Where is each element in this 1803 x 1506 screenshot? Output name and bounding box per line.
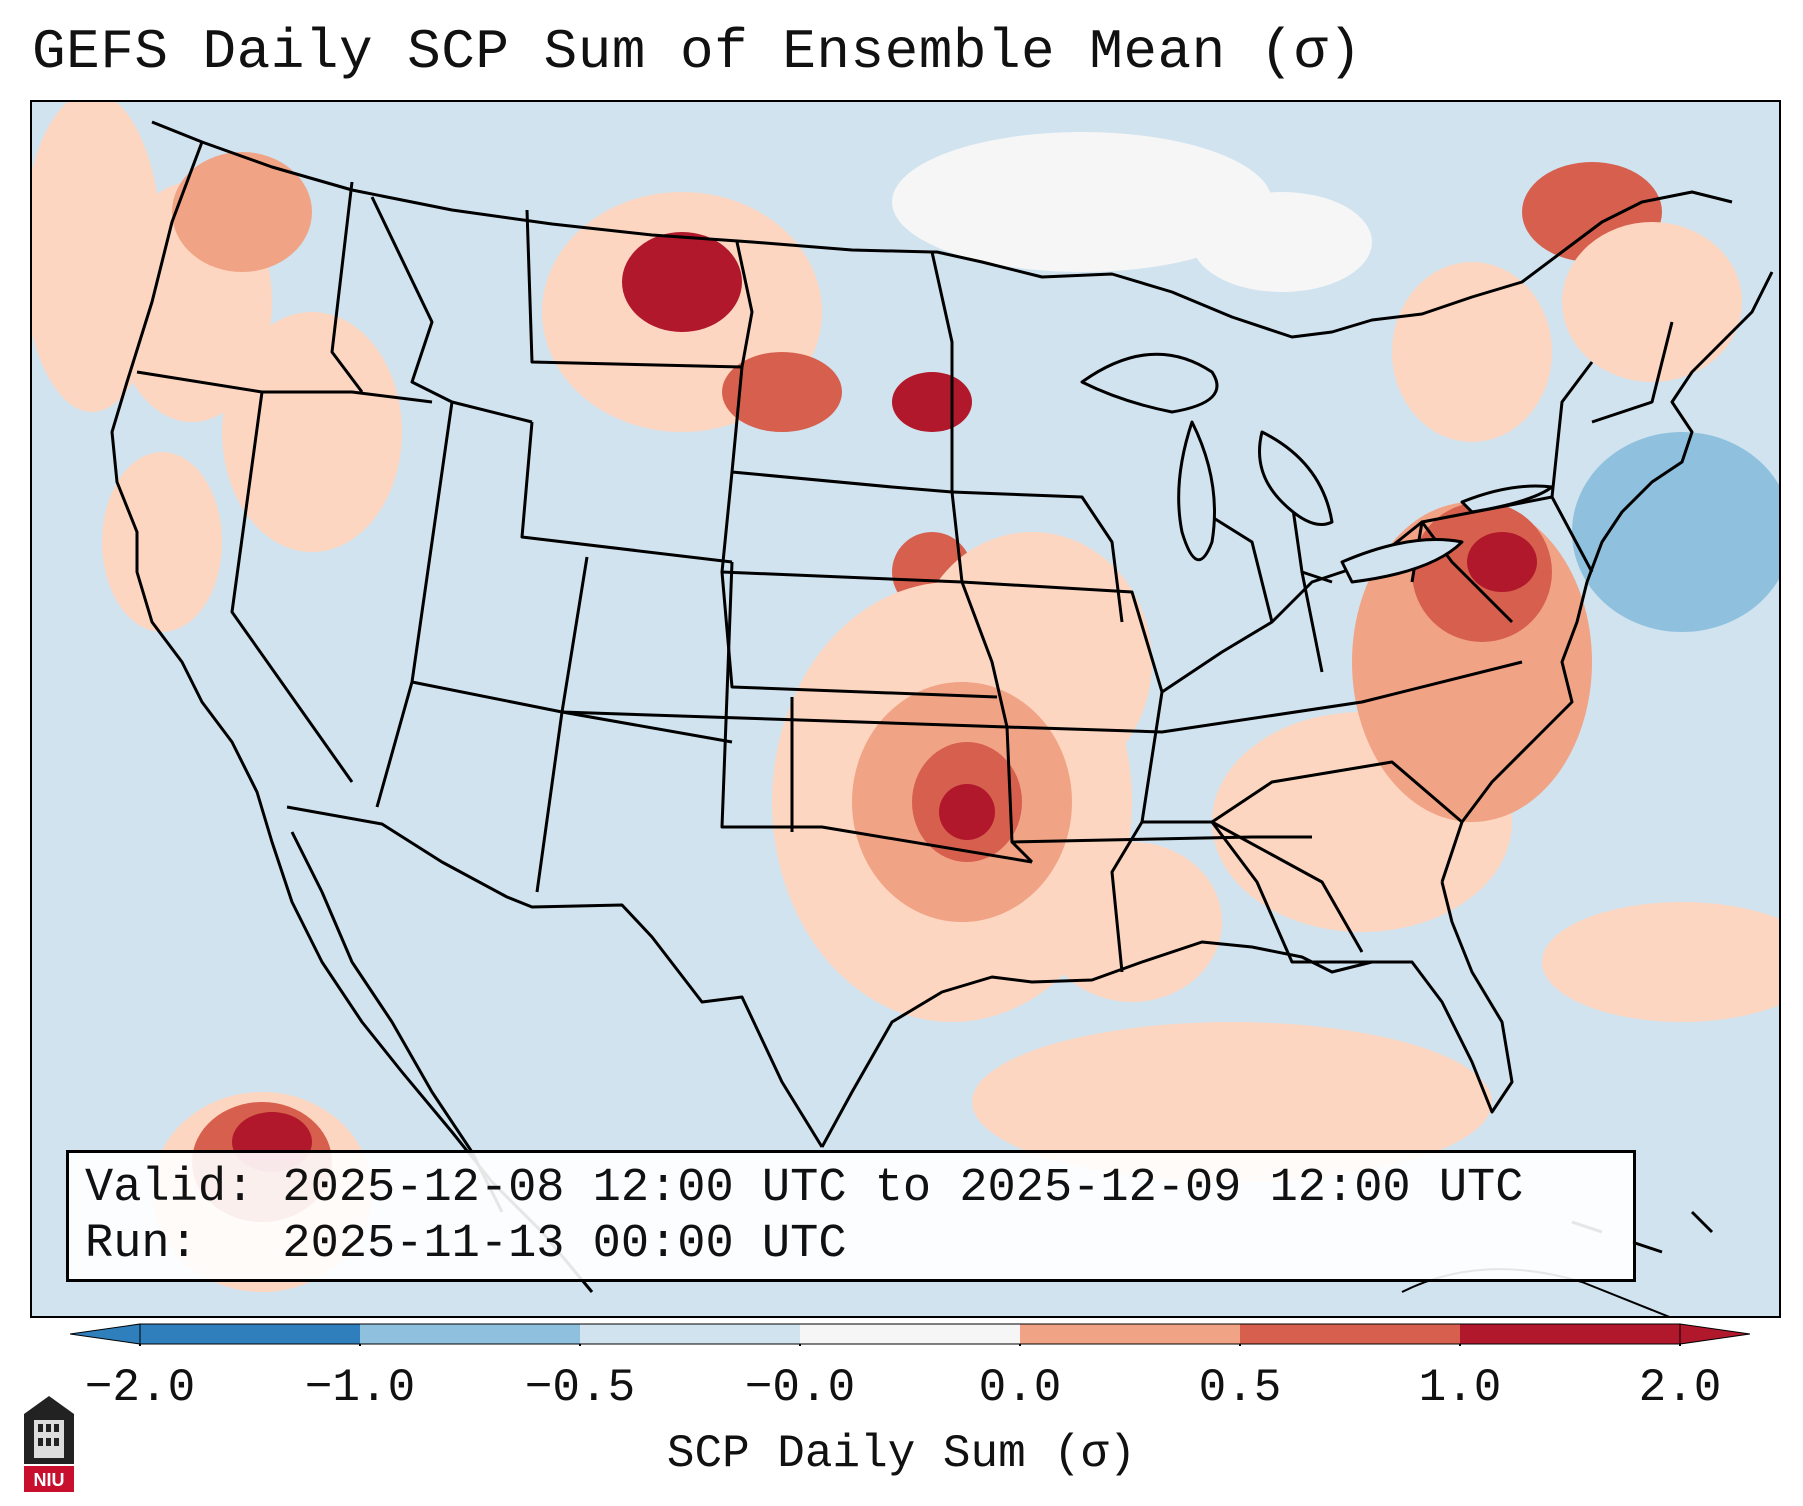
valid-time-text: Valid: 2025-12-08 12:00 UTC to 2025-12-0… xyxy=(85,1162,1524,1215)
colorbar-tick-label: −1.0 xyxy=(304,1362,416,1414)
field-anomaly-region xyxy=(972,1022,1492,1182)
colorbar-tick-label: −0.0 xyxy=(744,1362,856,1414)
colorbar-segment xyxy=(1240,1324,1460,1344)
field-anomaly-region xyxy=(172,152,312,272)
map-panel xyxy=(30,100,1781,1318)
colorbar-tick-label: 2.0 xyxy=(1638,1362,1722,1414)
gulf-coast xyxy=(820,881,1514,1148)
colorbar-segment xyxy=(1460,1324,1680,1344)
colorbar-segment xyxy=(360,1324,580,1344)
colorbar-extend-high xyxy=(1679,1323,1750,1345)
field-anomaly-region xyxy=(1042,842,1222,1002)
field-anomaly-region xyxy=(1392,262,1552,442)
canada-border xyxy=(151,120,1733,339)
valid-run-info-box: Valid: 2025-12-08 12:00 UTC to 2025-12-0… xyxy=(66,1150,1636,1282)
atlantic-coast xyxy=(1440,271,1774,883)
field-anomaly-region xyxy=(222,312,402,552)
field-anomaly-region xyxy=(622,232,742,332)
colorbar-segment xyxy=(580,1324,800,1344)
colorbar-tick-label: 0.0 xyxy=(978,1362,1062,1414)
field-anomaly-region xyxy=(1572,432,1779,632)
run-time-text: Run: 2025-11-13 00:00 UTC xyxy=(85,1218,847,1271)
colorbar-tick-label: 1.0 xyxy=(1418,1362,1502,1414)
colorbar-tick-label: 0.5 xyxy=(1198,1362,1282,1414)
field-anomaly-region xyxy=(1562,222,1742,382)
colorbar xyxy=(70,1323,1750,1346)
colorbar-label: SCP Daily Sum (σ) xyxy=(666,1428,1137,1480)
colorbar-segment xyxy=(140,1324,360,1344)
niu-logo: NIU xyxy=(24,1396,74,1492)
colorbar-extend-low xyxy=(70,1323,141,1345)
field-anomaly-region xyxy=(1467,532,1537,592)
colorbar-segment xyxy=(800,1324,1020,1344)
colorbar-tick-label: −2.0 xyxy=(84,1362,196,1414)
colorbar-tick-label: −0.5 xyxy=(524,1362,636,1414)
scp-field-map xyxy=(32,102,1779,1316)
svg-text:NIU: NIU xyxy=(34,1470,65,1490)
field-anomaly-region xyxy=(1192,192,1372,292)
field-anomaly-region xyxy=(102,452,222,632)
field-anomaly-region xyxy=(939,784,995,840)
colorbar-segment xyxy=(1020,1324,1240,1344)
field-anomaly-region xyxy=(722,352,842,432)
field-anomaly-region xyxy=(892,132,1272,272)
mexico-border xyxy=(286,805,824,1148)
field-anomaly-region xyxy=(892,372,972,432)
field-anomaly-region xyxy=(1542,902,1779,1022)
pacific-coast xyxy=(110,141,594,1293)
map-title: GEFS Daily SCP Sum of Ensemble Mean (σ) xyxy=(32,20,1363,84)
